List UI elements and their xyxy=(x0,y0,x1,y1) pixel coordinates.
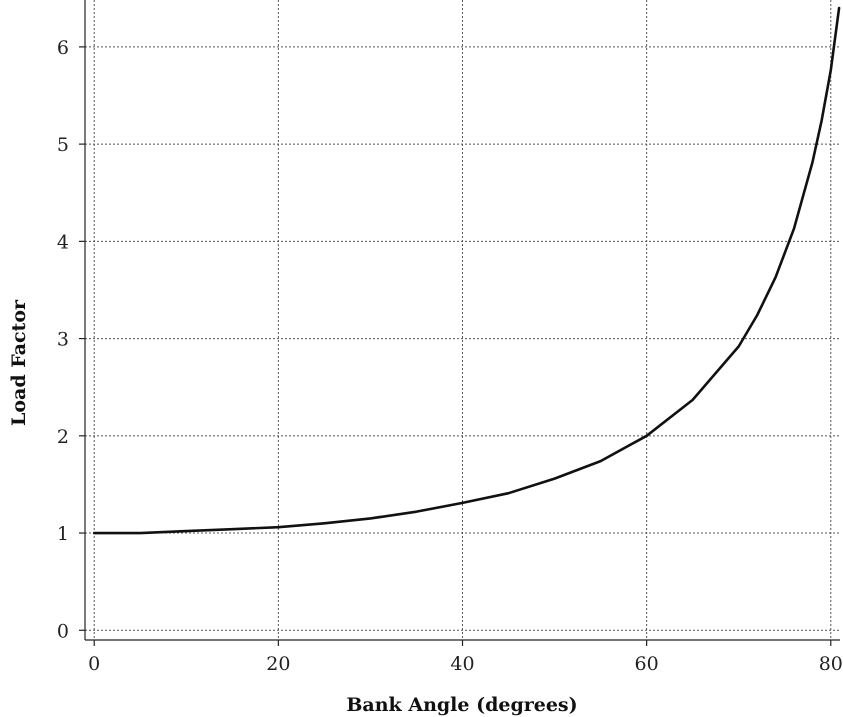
x-axis-title: Bank Angle (degrees) xyxy=(346,694,577,716)
x-tick-label: 80 xyxy=(819,653,843,675)
x-tick-label: 20 xyxy=(266,653,290,675)
tick-labels: 0 20 40 60 80 0 1 2 3 4 5 6 xyxy=(57,37,843,675)
grid xyxy=(85,0,840,640)
y-tick-label: 6 xyxy=(57,37,69,59)
x-tick-label: 0 xyxy=(88,653,100,675)
y-tick-label: 3 xyxy=(57,329,69,351)
y-tick-label: 4 xyxy=(57,231,69,253)
series-line-1 xyxy=(92,6,841,535)
y-axis-title: Load Factor xyxy=(8,299,30,426)
axes xyxy=(79,0,840,646)
x-tick-label: 60 xyxy=(635,653,659,675)
x-tick-label: 40 xyxy=(450,653,474,675)
y-tick-label: 0 xyxy=(57,620,69,642)
y-tick-label: 5 xyxy=(57,134,69,156)
series-layer xyxy=(92,6,841,535)
y-tick-label: 1 xyxy=(57,523,69,545)
y-tick-label: 2 xyxy=(57,426,69,448)
